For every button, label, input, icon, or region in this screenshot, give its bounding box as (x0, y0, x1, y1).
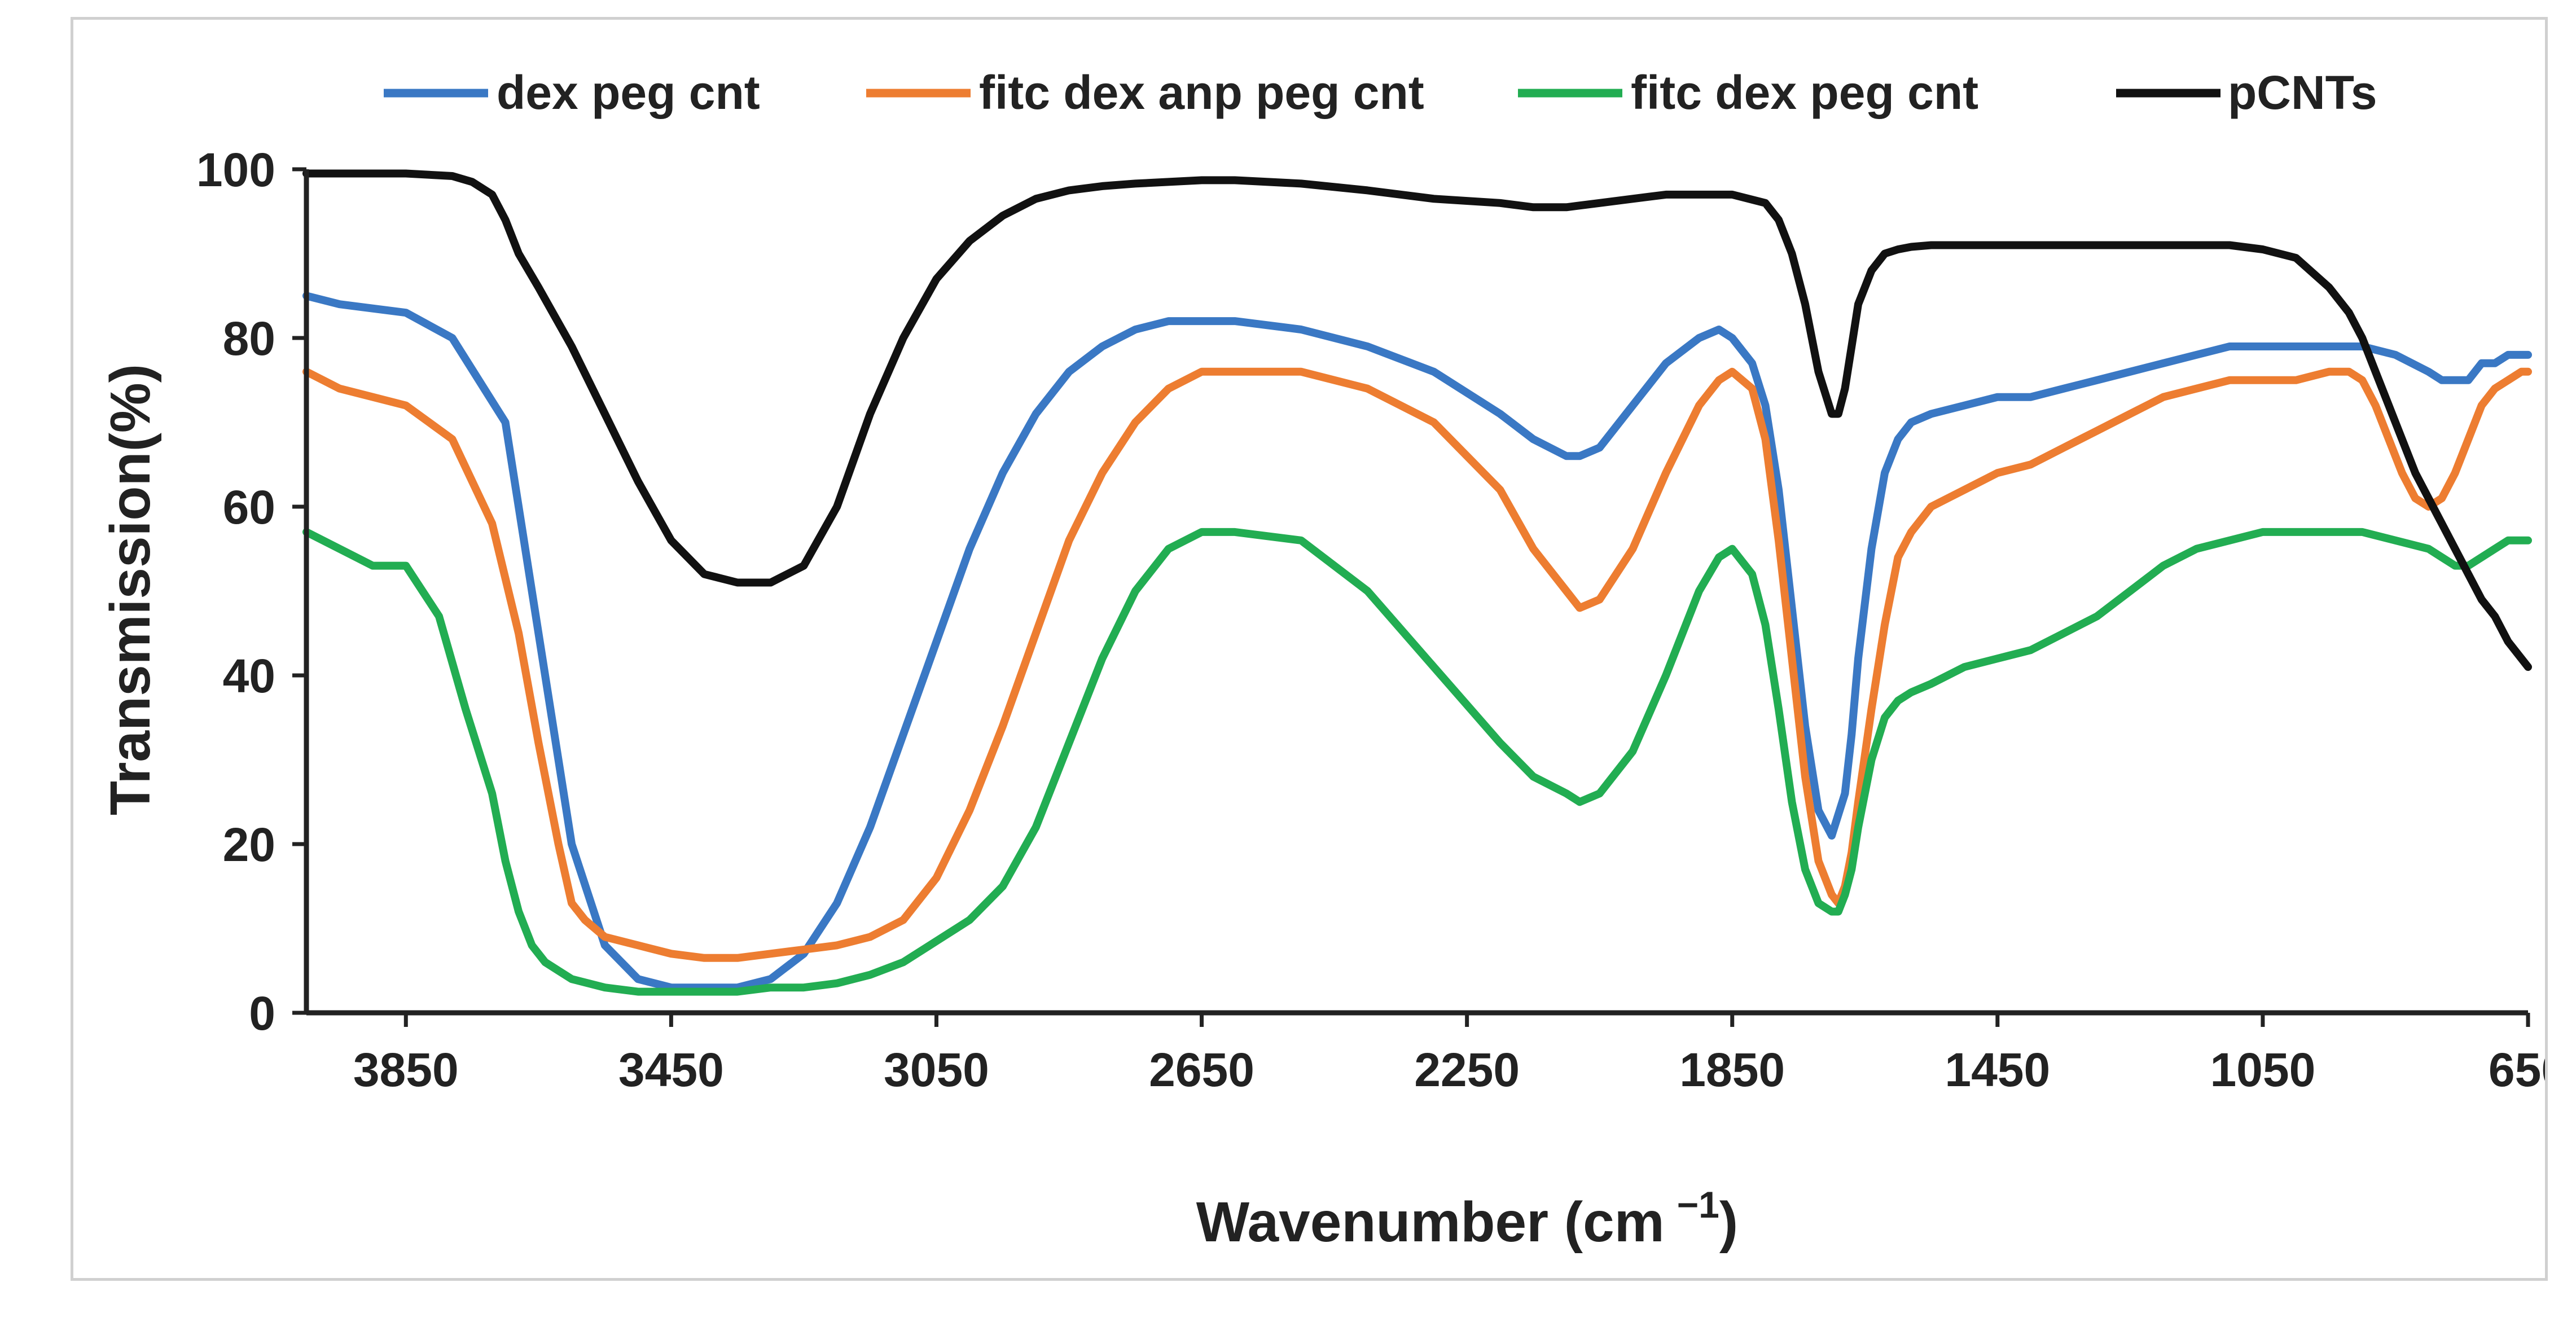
x-axis-title-close: ) (1719, 1191, 1738, 1254)
y-axis-ticks: 0 20 40 60 80 100 (196, 143, 306, 1040)
x-tick-label: 650 (2489, 1043, 2545, 1096)
x-tick-label: 1050 (2210, 1043, 2315, 1096)
series-line-fitc-dex-anp-peg-cnt (302, 367, 2532, 962)
series-layer (302, 169, 2532, 996)
chart: dex peg cnt fitc dex anp peg cnt fitc de… (99, 66, 2545, 1254)
legend-label-pcnts: pCNTs (2228, 66, 2377, 119)
legend: dex peg cnt fitc dex anp peg cnt fitc de… (384, 66, 2377, 119)
y-tick-label: 40 (223, 649, 275, 702)
x-axis-title-superscript: −1 (1677, 1184, 1719, 1226)
y-axis-title: Transmission(%) (99, 364, 162, 815)
chart-frame: dex peg cnt fitc dex anp peg cnt fitc de… (71, 17, 2548, 1281)
y-tick-label: 100 (196, 143, 275, 196)
x-axis-ticks: 3850 3450 3050 2650 2250 1850 1450 1050 650 (353, 1013, 2545, 1096)
x-tick-label: 3450 (618, 1043, 724, 1096)
series-line-dex-peg-cnt (302, 292, 2532, 992)
legend-label-dex-peg-cnt: dex peg cnt (497, 66, 760, 119)
x-tick-label: 2650 (1149, 1043, 1254, 1096)
x-tick-label: 3850 (353, 1043, 459, 1096)
x-tick-label: 2250 (1414, 1043, 1520, 1096)
legend-label-fitc-dex-peg-cnt: fitc dex peg cnt (1631, 66, 1978, 119)
x-axis-title-text: Wavenumber (cm (1196, 1191, 1665, 1254)
y-tick-label: 80 (223, 312, 275, 365)
x-axis-title: Wavenumber (cm −1) (1196, 1184, 1738, 1254)
x-tick-label: 3050 (884, 1043, 989, 1096)
y-tick-label: 20 (223, 818, 275, 871)
series-line-pcnts (302, 169, 2532, 671)
y-tick-label: 0 (249, 987, 275, 1040)
y-tick-label: 60 (223, 481, 275, 534)
x-tick-label: 1450 (1945, 1043, 2050, 1096)
legend-label-fitc-dex-anp-peg-cnt: fitc dex anp peg cnt (979, 66, 1424, 119)
series-line-fitc-dex-peg-cnt (302, 528, 2532, 996)
x-tick-label: 1850 (1679, 1043, 1785, 1096)
